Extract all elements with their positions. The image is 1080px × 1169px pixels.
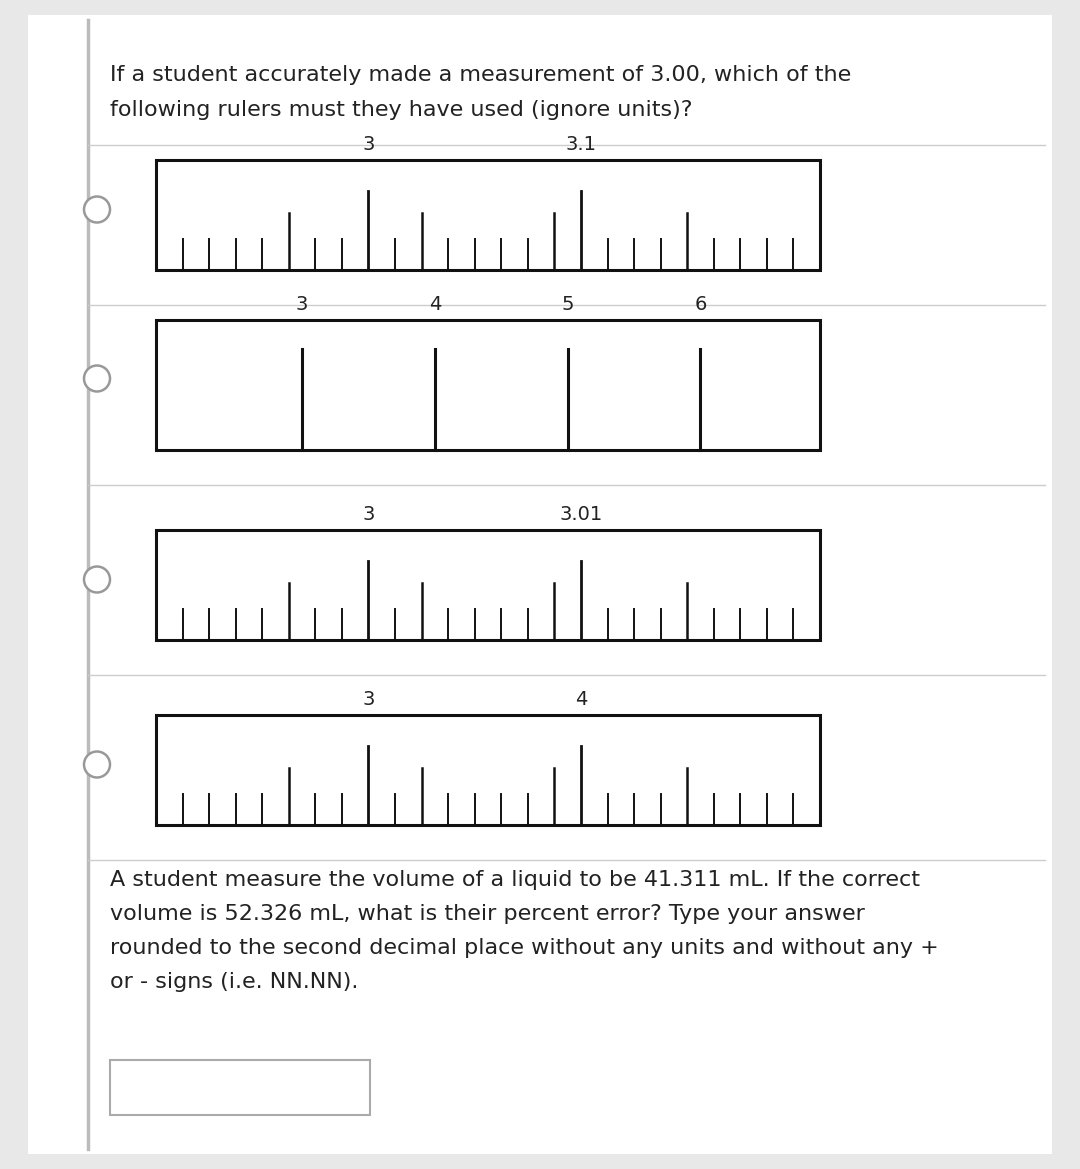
Text: 3.01: 3.01 <box>559 505 603 524</box>
Text: rounded to the second decimal place without any units and without any +: rounded to the second decimal place with… <box>110 938 939 959</box>
Bar <box>156 530 820 639</box>
Bar <box>110 1060 370 1115</box>
Circle shape <box>84 366 110 392</box>
Text: following rulers must they have used (ignore units)?: following rulers must they have used (ig… <box>110 101 692 120</box>
Text: A student measure the volume of a liquid to be 41.311 mL. If the correct: A student measure the volume of a liquid… <box>110 870 920 890</box>
Text: If a student accurately made a measurement of 3.00, which of the: If a student accurately made a measureme… <box>110 65 851 85</box>
Text: 4: 4 <box>429 295 441 314</box>
Text: volume is 52.326 mL, what is their percent error? Type your answer: volume is 52.326 mL, what is their perce… <box>110 904 865 924</box>
Text: 3.1: 3.1 <box>566 134 596 154</box>
Circle shape <box>84 196 110 222</box>
Text: 3: 3 <box>296 295 308 314</box>
Text: 5: 5 <box>562 295 573 314</box>
Text: 3: 3 <box>362 505 375 524</box>
Text: 3: 3 <box>362 134 375 154</box>
Bar <box>156 715 820 825</box>
Text: or - signs (i.e. NN.NN).: or - signs (i.e. NN.NN). <box>110 971 359 992</box>
Bar <box>156 160 820 270</box>
Circle shape <box>84 567 110 593</box>
Text: 3: 3 <box>362 690 375 710</box>
Bar <box>156 320 820 450</box>
Text: 4: 4 <box>575 690 588 710</box>
Circle shape <box>84 752 110 777</box>
Text: 6: 6 <box>694 295 706 314</box>
